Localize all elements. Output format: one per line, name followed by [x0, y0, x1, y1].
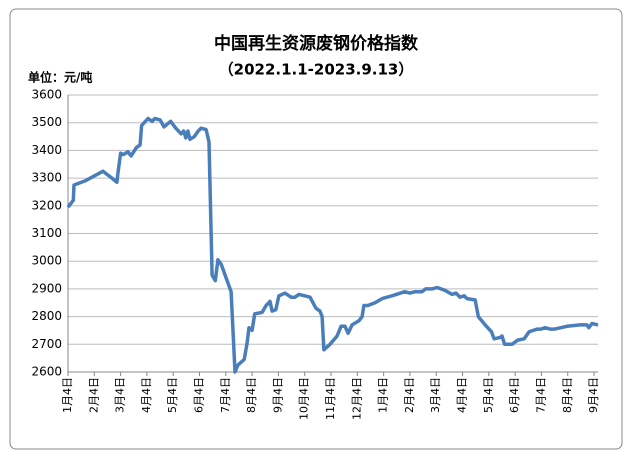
y-tick-label: 3600: [31, 88, 62, 102]
x-tick-label: 3月4日: [114, 377, 127, 413]
y-tick-label: 2900: [31, 281, 62, 295]
x-tick-label: 7月4日: [534, 377, 547, 413]
x-tick-label: 8月4日: [245, 377, 258, 413]
x-tick-label: 12月4日: [350, 377, 363, 420]
x-tick-label: 8月4日: [561, 377, 574, 413]
x-tick-label: 5月4日: [166, 377, 179, 413]
x-tick-label: 1月4日: [377, 377, 390, 413]
y-tick-label: 3500: [31, 115, 62, 129]
y-tick-label: 3100: [31, 226, 62, 240]
y-tick-label: 3300: [31, 171, 62, 185]
y-tick-label: 3400: [31, 143, 62, 157]
x-tick-label: 6月4日: [193, 377, 206, 413]
x-tick-label: 4月4日: [456, 377, 469, 413]
y-axis-label: 单位：元/吨: [28, 70, 92, 85]
x-tick-label: 3月4日: [429, 377, 442, 413]
x-tick-label: 2月4日: [403, 377, 416, 413]
x-tick-label: 9月4日: [587, 377, 600, 413]
x-tick-label: 9月4日: [271, 377, 284, 413]
chart-border: [9, 8, 623, 450]
series-line: [66, 116, 599, 374]
x-tick-label: 6月4日: [508, 377, 521, 413]
x-tick-label: 4月4日: [140, 377, 153, 413]
chart-title: 中国再生资源废钢价格指数: [214, 33, 419, 54]
chart-subtitle: （2022.1.1-2023.9.13）: [219, 61, 414, 79]
x-tick-label: 10月4日: [298, 377, 311, 420]
y-tick-label: 2600: [31, 365, 62, 379]
y-tick-label: 2800: [31, 309, 62, 323]
x-tick-label: 11月4日: [324, 377, 337, 420]
y-tick-label: 3000: [31, 254, 62, 268]
x-tick-label: 2月4日: [87, 377, 100, 413]
x-tick-label: 5月4日: [482, 377, 495, 413]
x-tick-label: 7月4日: [219, 377, 232, 413]
y-tick-label: 3200: [31, 198, 62, 212]
y-tick-label: 2700: [31, 337, 62, 351]
x-tick-label: 1月4日: [61, 377, 74, 413]
